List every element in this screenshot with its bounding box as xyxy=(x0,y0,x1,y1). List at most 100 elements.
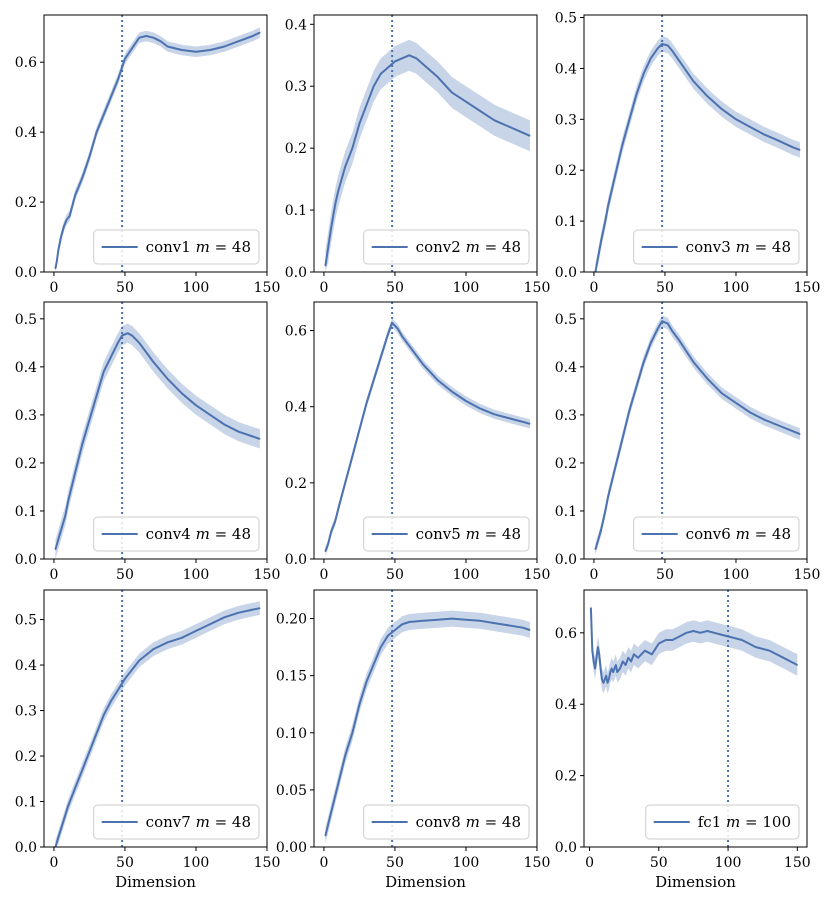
data-point xyxy=(252,35,254,37)
x-tick-label: 0 xyxy=(585,855,594,871)
data-point xyxy=(799,433,801,435)
data-point xyxy=(609,671,611,673)
data-point xyxy=(380,646,382,648)
legend-label: conv5 m = 48 xyxy=(416,525,521,543)
x-tick-label: 0 xyxy=(589,567,598,583)
data-point xyxy=(96,395,98,397)
data-point xyxy=(678,339,680,341)
data-point xyxy=(81,443,83,445)
axes-frame xyxy=(313,14,538,273)
y-tick-label: 0.0 xyxy=(555,840,577,856)
data-point xyxy=(394,60,396,63)
legend: conv8 m = 48 xyxy=(363,804,530,840)
x-tick-label: 150 xyxy=(794,280,821,296)
x-tick-label: 50 xyxy=(116,855,134,871)
data-point xyxy=(81,177,83,179)
y-tick-label: 0.0 xyxy=(285,265,307,281)
legend: conv7 m = 48 xyxy=(93,804,260,840)
data-point xyxy=(720,634,722,636)
x-tick-label: 50 xyxy=(386,855,404,871)
data-point xyxy=(493,413,495,415)
data-point xyxy=(651,653,653,655)
data-point xyxy=(799,149,801,151)
data-point xyxy=(633,653,635,655)
y-tick-label: 0.1 xyxy=(285,203,307,219)
data-point xyxy=(110,700,112,703)
data-point xyxy=(607,496,609,498)
x-tick-label: 100 xyxy=(723,280,750,296)
y-tick-label: 0.3 xyxy=(15,704,37,720)
data-point xyxy=(529,629,531,631)
legend-box xyxy=(363,516,530,552)
x-tick-label: 50 xyxy=(656,280,674,296)
data-point xyxy=(88,156,91,158)
y-tick-label: 0.1 xyxy=(15,504,37,520)
data-point xyxy=(643,361,645,363)
x-tick-label: 100 xyxy=(453,855,480,871)
data-point xyxy=(167,378,169,380)
legend-box xyxy=(633,516,800,552)
y-tick-label: 0.0 xyxy=(555,552,577,568)
legend: conv5 m = 48 xyxy=(363,516,530,552)
data-point xyxy=(713,632,715,634)
data-point xyxy=(223,423,225,426)
confidence-band xyxy=(325,318,530,556)
data-point xyxy=(615,664,617,666)
data-point xyxy=(195,51,197,53)
y-tick-label: 0.15 xyxy=(276,669,307,685)
data-point xyxy=(479,408,481,410)
y-tick-label: 0.2 xyxy=(555,456,577,472)
data-point xyxy=(145,35,147,37)
plot-area xyxy=(324,15,531,272)
data-point xyxy=(451,390,453,393)
data-point xyxy=(595,657,598,659)
plot-area xyxy=(54,590,261,847)
data-point xyxy=(195,630,197,632)
data-point xyxy=(621,144,624,146)
data-point xyxy=(678,60,680,62)
x-tick-label: 150 xyxy=(524,855,551,871)
data-point xyxy=(529,135,531,137)
series-line xyxy=(54,607,261,847)
x-axis-label: Dimension xyxy=(115,873,196,891)
data-point xyxy=(63,225,65,228)
data-point xyxy=(692,361,695,363)
data-point xyxy=(397,328,399,330)
data-point xyxy=(138,659,140,662)
data-point xyxy=(493,622,495,624)
data-point xyxy=(387,333,389,335)
axes-frame xyxy=(43,14,268,273)
legend-box xyxy=(93,229,260,265)
data-point xyxy=(600,240,602,243)
x-tick-label: 100 xyxy=(183,855,210,871)
data-point xyxy=(334,520,336,522)
x-tick-label: 100 xyxy=(183,567,210,583)
x-tick-label: 150 xyxy=(524,567,551,583)
confidence-band xyxy=(595,315,800,556)
data-point xyxy=(616,671,618,673)
y-tick-label: 0.1 xyxy=(555,214,577,230)
legend-label: conv7 m = 48 xyxy=(146,813,251,831)
data-point xyxy=(762,648,764,650)
x-tick-label: 150 xyxy=(784,855,811,871)
legend: conv4 m = 48 xyxy=(93,516,260,552)
data-point xyxy=(422,364,424,366)
data-point xyxy=(366,402,368,404)
x-tick-label: 50 xyxy=(656,567,674,583)
data-point xyxy=(324,550,326,553)
data-point xyxy=(606,682,609,684)
data-point xyxy=(508,417,510,419)
data-point xyxy=(594,667,596,670)
data-point xyxy=(614,467,616,469)
axes-frame xyxy=(583,589,808,848)
legend: fc1 m = 100 xyxy=(645,804,800,840)
data-point xyxy=(394,629,396,631)
data-point xyxy=(796,664,798,666)
data-point xyxy=(465,619,467,621)
data-point xyxy=(124,58,126,60)
data-point xyxy=(667,323,669,325)
data-point xyxy=(778,424,780,427)
data-point xyxy=(57,250,59,252)
y-tick-label: 0.0 xyxy=(15,840,37,856)
data-point xyxy=(605,675,607,677)
